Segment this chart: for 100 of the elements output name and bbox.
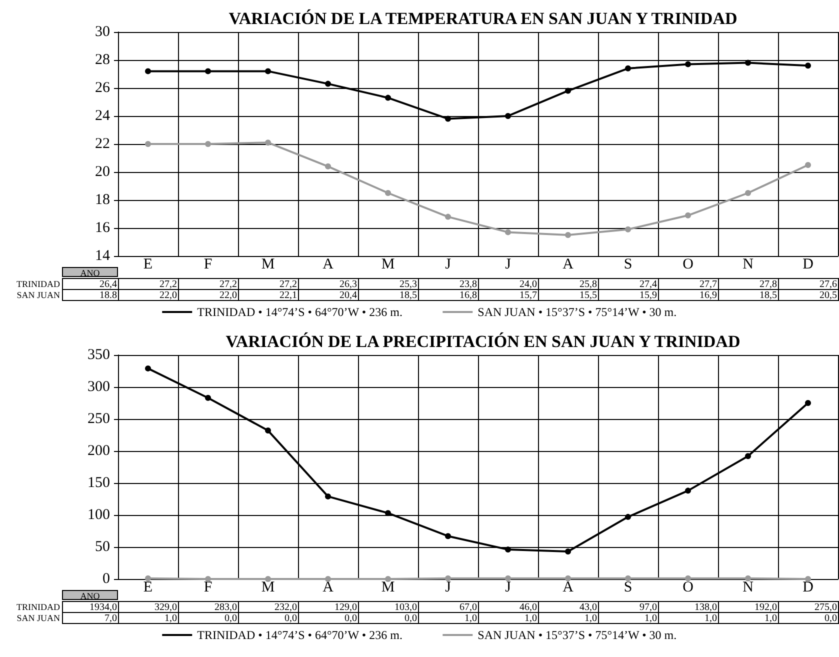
x-tick-label: N	[742, 256, 754, 272]
point	[385, 190, 391, 196]
data-label: 23,8	[418, 278, 479, 290]
x-tick-label: A	[562, 256, 574, 272]
point	[685, 61, 691, 68]
y-tick-label: 300	[88, 379, 110, 395]
data-label: 0,0	[178, 612, 239, 624]
y-tick-label: 100	[88, 507, 110, 523]
data-label: 18,5	[358, 289, 419, 301]
point	[445, 575, 451, 582]
data-label: 1,0	[478, 612, 539, 624]
data-label: 27,2	[238, 278, 299, 290]
data-label: 232,0	[238, 601, 299, 613]
x-tick-label: J	[445, 256, 452, 272]
chart-title: VARIACIÓN DE LA PRECIPITACIÓN EN SAN JUAN Y TRINIDAD	[226, 332, 740, 351]
data-label: 18,5	[718, 289, 779, 301]
point	[625, 514, 631, 520]
data-label: 1,0	[598, 612, 659, 624]
data-label: 27,6	[778, 278, 839, 290]
data-label: 1,0	[718, 612, 779, 624]
chart-title: VARIACIÓN DE LA TEMPERATURA EN SAN JUAN Y TRINIDAD	[228, 9, 738, 28]
point	[445, 116, 451, 122]
point	[625, 65, 631, 72]
data-label: 27,8	[718, 278, 779, 290]
x-tick-label: N	[742, 580, 754, 596]
text: ANO	[62, 267, 118, 278]
y-tick-label: 30	[95, 24, 110, 40]
data-label: 27,4	[598, 278, 659, 290]
point	[745, 453, 751, 460]
data-label: 138,0	[658, 601, 719, 613]
y-tick-label: 200	[88, 443, 110, 459]
text: SAN JUAN	[16, 612, 60, 624]
data-label: 20,5	[778, 289, 839, 301]
y-tick-label: 22	[95, 136, 110, 152]
point	[745, 60, 751, 66]
data-label: 15,5	[538, 289, 599, 301]
legend-label: SAN JUAN • 15°37’S • 75°14’W • 30 m.	[478, 628, 677, 642]
point	[325, 80, 331, 87]
data-label: 15,7	[478, 289, 539, 301]
data-label: 0,0	[298, 612, 359, 624]
data-label: 1,0	[118, 612, 179, 624]
data-label: 192,0	[718, 601, 779, 613]
legend-label: TRINIDAD • 14°74’S • 64°70’W • 236 m.	[197, 628, 402, 642]
text: SAN JUAN	[16, 289, 60, 301]
data-label: 27,7	[658, 278, 719, 290]
data-label: 27,2	[118, 278, 179, 290]
point	[565, 548, 571, 554]
point	[145, 68, 151, 74]
x-tick-label: O	[682, 580, 694, 596]
x-tick-label: M	[381, 580, 395, 596]
y-tick-label: 14	[95, 248, 110, 264]
data-label: 25,3	[358, 278, 419, 290]
y-tick-label: 28	[95, 52, 110, 68]
x-tick-label: M	[261, 580, 275, 596]
data-label: 22,0	[178, 289, 239, 301]
point	[745, 190, 751, 196]
legend-label: TRINIDAD • 14°74’S • 64°70’W • 236 m.	[197, 305, 402, 319]
x-tick-label: E	[143, 580, 153, 596]
point	[505, 229, 511, 236]
point	[805, 400, 811, 406]
data-label: 329,0	[118, 601, 179, 613]
data-label: 275,0	[778, 601, 839, 613]
point	[265, 428, 271, 434]
point	[685, 212, 691, 218]
data-label: 16,9	[658, 289, 719, 301]
y-tick-label: 20	[95, 164, 110, 180]
point	[145, 575, 151, 582]
point	[205, 141, 211, 147]
point	[505, 575, 511, 582]
data-label: 0,0	[778, 612, 839, 624]
point	[265, 576, 271, 582]
data-label: 129,0	[298, 601, 359, 613]
point	[205, 68, 211, 74]
point	[565, 232, 571, 238]
text: ANO	[62, 590, 118, 601]
point	[565, 575, 571, 582]
x-tick-label: F	[204, 580, 212, 596]
point	[325, 576, 331, 582]
x-tick-label: A	[562, 580, 574, 596]
x-tick-label: J	[505, 580, 512, 596]
data-label: 26,3	[298, 278, 359, 290]
y-tick-label: 250	[88, 411, 110, 427]
x-tick-label: S	[624, 256, 632, 272]
point	[265, 140, 271, 146]
point	[685, 575, 691, 582]
data-label: 0,0	[358, 612, 419, 624]
point	[805, 576, 811, 582]
data-label: 103,0	[358, 601, 419, 613]
y-tick-label: 150	[88, 475, 110, 491]
data-label: 97,0	[598, 601, 659, 613]
point	[505, 546, 511, 553]
x-tick-label: A	[322, 580, 334, 596]
point	[205, 394, 211, 401]
point	[445, 214, 451, 220]
x-tick-label: S	[624, 580, 632, 596]
data-label: 0,0	[238, 612, 299, 624]
point	[205, 576, 211, 582]
y-tick-label: 50	[95, 539, 110, 555]
point	[385, 576, 391, 582]
text: 1934,0	[62, 601, 119, 613]
